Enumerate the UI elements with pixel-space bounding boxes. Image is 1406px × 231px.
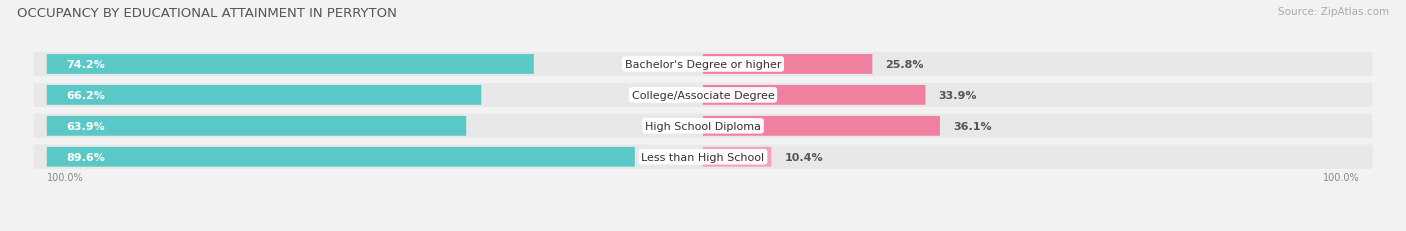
Text: 36.1%: 36.1% — [953, 121, 991, 131]
FancyBboxPatch shape — [34, 114, 1372, 138]
FancyBboxPatch shape — [34, 53, 1372, 77]
FancyBboxPatch shape — [34, 83, 1372, 107]
Text: College/Associate Degree: College/Associate Degree — [631, 91, 775, 100]
Text: 33.9%: 33.9% — [939, 91, 977, 100]
Text: 89.6%: 89.6% — [66, 152, 105, 162]
FancyBboxPatch shape — [703, 147, 772, 167]
FancyBboxPatch shape — [703, 86, 925, 105]
FancyBboxPatch shape — [46, 86, 481, 105]
Text: 100.0%: 100.0% — [46, 172, 83, 182]
FancyBboxPatch shape — [46, 116, 467, 136]
Text: 10.4%: 10.4% — [785, 152, 823, 162]
Text: 25.8%: 25.8% — [886, 60, 924, 70]
FancyBboxPatch shape — [703, 55, 872, 75]
FancyBboxPatch shape — [34, 145, 1372, 169]
Text: Bachelor's Degree or higher: Bachelor's Degree or higher — [624, 60, 782, 70]
Text: 66.2%: 66.2% — [66, 91, 105, 100]
Text: 63.9%: 63.9% — [66, 121, 105, 131]
Text: Source: ZipAtlas.com: Source: ZipAtlas.com — [1278, 7, 1389, 17]
Text: High School Diploma: High School Diploma — [645, 121, 761, 131]
FancyBboxPatch shape — [46, 147, 636, 167]
Text: OCCUPANCY BY EDUCATIONAL ATTAINMENT IN PERRYTON: OCCUPANCY BY EDUCATIONAL ATTAINMENT IN P… — [17, 7, 396, 20]
FancyBboxPatch shape — [703, 116, 941, 136]
Text: 74.2%: 74.2% — [66, 60, 105, 70]
Text: Less than High School: Less than High School — [641, 152, 765, 162]
Text: 100.0%: 100.0% — [1323, 172, 1360, 182]
FancyBboxPatch shape — [46, 55, 534, 75]
